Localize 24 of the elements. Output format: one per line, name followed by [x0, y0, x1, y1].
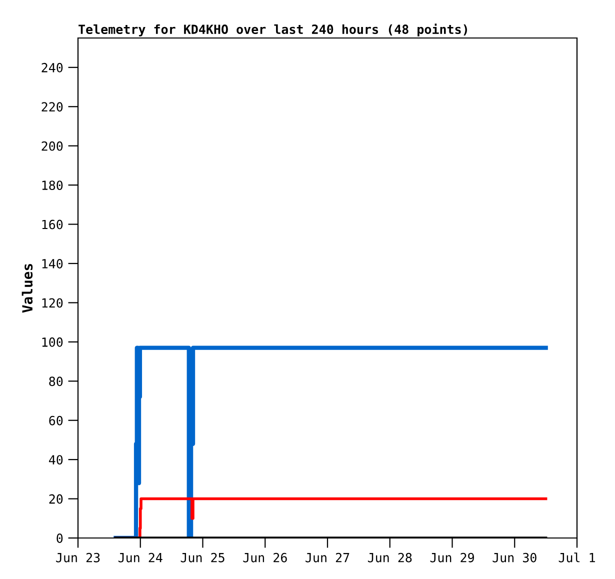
y-tick-label: 240 — [42, 62, 63, 72]
y-axis-title: Values — [22, 264, 33, 313]
x-tick-label: Jun 23 — [56, 552, 100, 562]
x-tick-label: Jun 28 — [368, 552, 412, 562]
x-tick-label: Jul 1 — [558, 552, 595, 562]
y-tick-label: 40 — [48, 455, 63, 465]
y-tick-label: 80 — [49, 376, 63, 386]
x-tick-label: Jun 25 — [180, 552, 224, 562]
x-tick-label: Jun 29 — [430, 552, 474, 562]
y-tick-label: 0 — [56, 534, 63, 543]
y-tick-label: 200 — [42, 141, 63, 151]
y-tick-label: 140 — [42, 258, 63, 268]
y-tick-label: 120 — [42, 298, 63, 308]
x-tick-label: Jun 26 — [243, 552, 287, 562]
y-tick-label: 100 — [42, 337, 63, 347]
y-tick-label: 60 — [49, 416, 63, 426]
y-tick-label: 160 — [42, 220, 63, 230]
x-tick-label: Jun 24 — [118, 552, 162, 562]
x-tick-label: Jun 30 — [492, 552, 536, 562]
y-tick-label: 180 — [42, 180, 63, 190]
chart-title: Telemetry for KD4KHO over last 240 hours (48 points) — [78, 24, 467, 36]
x-tick-label: Jun 27 — [306, 552, 350, 562]
y-tick-label: 220 — [42, 102, 63, 112]
y-tick-label: 20 — [49, 494, 63, 504]
